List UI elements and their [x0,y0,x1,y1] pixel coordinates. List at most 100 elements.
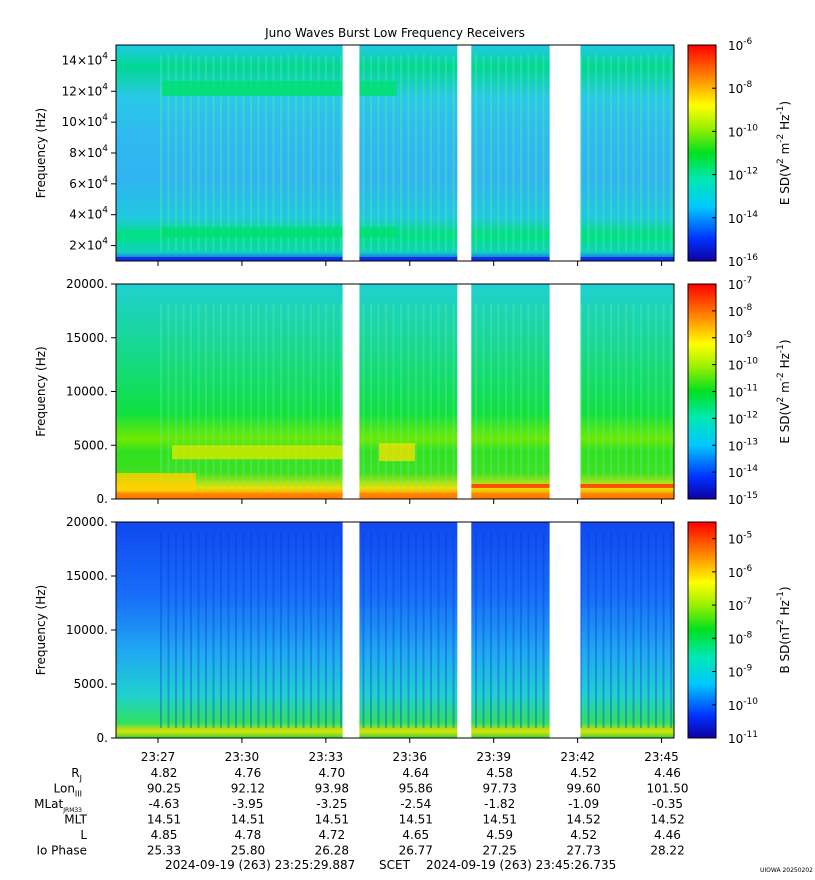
striation [242,532,245,728]
striation [580,532,582,728]
striation [580,304,582,489]
striation [542,304,545,489]
striation [662,532,665,728]
y-tick-label: 5000. [74,438,108,452]
striation [287,304,290,489]
ephemeris-value: 4.52 [570,766,597,780]
striation [670,304,672,489]
striation [257,55,260,251]
striation [362,304,365,489]
striation [325,532,327,728]
ephemeris-value: 4.70 [318,766,345,780]
striation [295,55,297,251]
striation [437,532,440,728]
striation [520,55,522,251]
spectrogram-striations [160,304,672,489]
striation [475,532,477,728]
ephemeris-value: 25.33 [147,844,181,858]
spectrogram-panel-middle: 0. 5000. 10000. 15000. 20000. Frequency (Hz) 1… [34,276,792,507]
striation [632,55,635,251]
striation [617,532,620,728]
striation [250,532,252,728]
striation [235,304,237,489]
striation [430,55,432,251]
emission-band-120khz [162,81,397,96]
striation [587,304,590,489]
striation [662,304,665,489]
striation [595,304,597,489]
striation [295,304,297,489]
striation [182,532,185,728]
striation [640,532,642,728]
data-gap [457,522,472,738]
ephemeris-value: -1.09 [568,797,599,811]
striation [587,532,590,728]
striation [167,304,170,489]
y-tick-label: 0. [97,731,108,745]
ephemeris-value: 14.51 [315,813,349,827]
striation [325,304,327,489]
striation [437,304,440,489]
striation [407,304,410,489]
striation [250,55,252,251]
y-tick-label: 20000. [66,515,108,529]
data-gap [342,45,360,261]
striation [542,55,545,251]
data-gap [549,284,581,499]
striation [580,55,582,251]
colorbar-tick-label: 10-9 [728,330,753,346]
emission-line-1400hz [580,483,674,488]
y-tick-label: 6×104 [69,175,108,191]
y-tick-label: 10×104 [62,113,109,129]
ephemeris-value: 26.77 [399,844,433,858]
striation [272,304,275,489]
colorbar-tick-label: 10-14 [728,464,758,480]
colorbar-tick-label: 10-12 [728,167,758,183]
striation [625,532,627,728]
striation [250,304,252,489]
data-gap [549,522,581,738]
ephemeris-value: 14.52 [566,813,600,827]
striation [242,55,245,251]
striation [182,304,185,489]
ephemeris-value: -3.25 [316,797,347,811]
striation [332,304,335,489]
ephemeris-value: 4.46 [654,766,681,780]
striation [617,55,620,251]
striation [295,532,297,728]
striation [370,304,372,489]
striation [160,304,162,489]
striation [632,304,635,489]
ephemeris-value: 27.73 [566,844,600,858]
striation [370,532,372,728]
x-tick-label: 23:39 [476,750,511,764]
colorbar-tick-label: 10-8 [728,303,753,319]
striation [212,55,215,251]
striation [302,304,305,489]
striation [535,304,537,489]
striation [475,304,477,489]
striation [332,55,335,251]
colorbar-label: E SD(V2 m-2 Hz-1) [776,101,792,205]
striation [505,304,507,489]
striation [197,532,200,728]
ephemeris-value: 26.28 [315,844,349,858]
colorbar-tick-label: 10-5 [728,531,752,547]
striation [520,304,522,489]
colorbar-tick-label: 10-13 [728,437,758,453]
striation [400,304,402,489]
striation [527,55,530,251]
striation [385,532,387,728]
emission-band-4khz [171,445,343,460]
spectrogram-striations [160,55,672,251]
spectrogram-image [116,522,674,738]
striation [175,304,177,489]
colorbar [687,521,717,739]
striation [482,55,485,251]
striation [205,304,207,489]
footer-start-time: 2024-09-19 (263) 23:25:29.887 [165,858,355,872]
striation [235,532,237,728]
striation [595,532,597,728]
striation [265,55,267,251]
striation [265,304,267,489]
